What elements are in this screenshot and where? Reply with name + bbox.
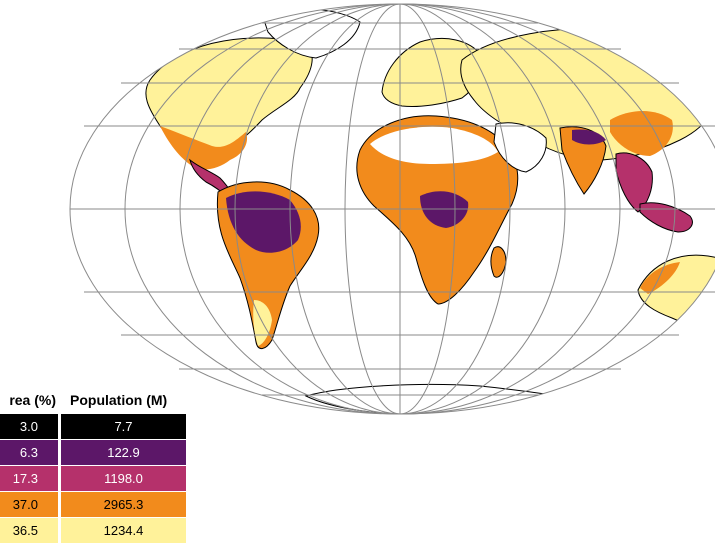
population-cell: 1234.4	[61, 518, 186, 543]
area-percent-cell: 3.0	[0, 414, 58, 439]
population-cell: 122.9	[61, 440, 186, 465]
legend-row: 37.0 2965.3	[0, 492, 200, 517]
legend-row: 6.3 122.9	[0, 440, 200, 465]
legend-row: 17.3 1198.0	[0, 466, 200, 491]
legend-row: 36.5 1234.4	[0, 518, 200, 543]
legend-rows: 3.0 7.7 6.3 122.9 17.3 1198.0 37.0 2965.3 36.5 12…	[0, 414, 200, 543]
area-percent-cell: 37.0	[0, 492, 58, 517]
landmass-indonesia	[639, 202, 693, 233]
land-masses	[145, 7, 715, 414]
area-percent-cell: 6.3	[0, 440, 58, 465]
population-column-header: Population (M)	[70, 392, 168, 408]
landmass-southeast-asia	[615, 152, 653, 213]
legend-table: rea (%) Population (M) 3.0 7.7 6.3 122.9 17.…	[0, 390, 200, 544]
landmass-china	[610, 111, 673, 156]
legend-row: 3.0 7.7	[0, 414, 200, 439]
legend-header: rea (%) Population (M)	[0, 390, 200, 414]
area-column-header: rea (%)	[9, 392, 56, 408]
landmass-australia-coast	[640, 262, 680, 294]
area-percent-cell: 36.5	[0, 518, 58, 543]
population-cell: 7.7	[61, 414, 186, 439]
graticule-parallels	[70, 22, 715, 396]
landmass-ganges	[572, 129, 606, 145]
landmass-sahara	[370, 126, 498, 164]
population-cell: 1198.0	[61, 466, 186, 491]
landmass-madagascar	[490, 246, 507, 278]
landmass-amazon	[226, 191, 301, 253]
landmass-congo	[420, 191, 469, 228]
area-percent-cell: 17.3	[0, 466, 58, 491]
population-cell: 2965.3	[61, 492, 186, 517]
landmass-north-america-south	[160, 126, 248, 170]
